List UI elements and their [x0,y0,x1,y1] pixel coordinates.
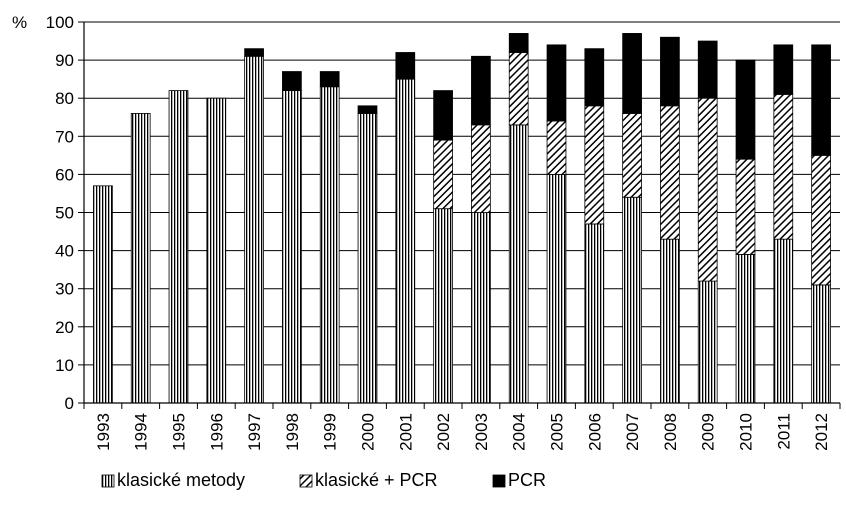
x-tick-label: 1995 [170,413,189,451]
y-tick-label: 10 [55,356,74,375]
gridlines [78,21,840,404]
y-tick-label: 60 [55,165,74,184]
x-tick-label: 1993 [94,413,113,451]
y-tick-label: 50 [55,204,74,223]
bar-segment [811,154,831,286]
x-tick-label: 2001 [396,413,415,451]
bar-segment [244,55,264,404]
bar-segment [546,173,567,404]
bar-segment [433,208,453,404]
x-tick-label: 2010 [737,413,756,451]
bar-segment [697,40,718,99]
bar-segment [508,52,529,126]
bar-segment [508,124,529,404]
x-tick-label: 1996 [207,413,226,451]
bar-segment [395,78,416,404]
x-tick-label: 2002 [434,413,453,451]
legend-swatch [492,474,506,488]
bar-segment [395,52,416,80]
bar-segment [622,196,642,404]
bar-segment [773,93,794,240]
bar-segment [319,71,340,88]
x-tick-label: 2004 [510,413,529,451]
bar-segment [130,113,151,404]
y-tick-label: 70 [55,127,74,146]
x-tick-label: 2011 [774,413,793,450]
x-tick-label: 2005 [548,413,567,451]
bar-segment [357,113,378,404]
bar-segment [584,105,605,225]
bar-segment [584,48,605,107]
legend-label: PCR [508,470,546,490]
bar-segment [357,105,378,114]
bar-segment [508,33,529,53]
bar-segment [735,59,756,160]
bar-segment [773,238,794,404]
x-tick-label: 1998 [283,413,302,451]
bar-segment [168,90,189,404]
bar-segment [433,90,453,141]
bar-segment [735,158,756,255]
bar-segment [660,105,680,240]
bar-segment [735,254,756,404]
bar-segment [471,212,491,404]
bar-segment [697,280,718,404]
axes [83,22,841,409]
x-tick-label: 2006 [585,413,604,451]
bar-segment [244,48,264,57]
x-tick-label: 2007 [623,413,642,451]
y-unit-label: % [12,13,27,32]
legend-label: klasické metody [117,470,245,490]
x-tick-label: 1997 [245,413,264,451]
x-tick-label: 2009 [699,413,718,451]
y-tick-label: 90 [55,51,74,70]
x-tick-labels: 1993 1994 1995 1996 1997 1998 1999 2000 2001 2002… [94,413,831,451]
bar-segment [546,120,567,175]
bar-segment [206,97,227,404]
y-tick-label: 40 [55,242,74,261]
bar-segment [282,90,302,404]
bar-segment [584,223,605,404]
legend-label: klasické + PCR [315,470,438,490]
bar-segment [319,86,340,404]
bar-segment [811,44,831,156]
y-tick-label: 80 [55,89,74,108]
x-tick-label: 2003 [472,413,491,451]
bar-segment [660,238,680,404]
y-tick-label: 0 [65,394,74,413]
bar-segment [471,55,491,126]
bar-segment [622,33,642,114]
bar-segment [697,97,718,282]
legend-swatch [101,474,115,488]
legend: klasické metody klasické + PCR PCR [101,470,546,490]
bar-segment [811,284,831,404]
x-tick-label: 2012 [812,413,831,451]
x-tick-label: 1999 [321,413,340,451]
bar-segment [282,71,302,91]
y-tick-label: 20 [55,318,74,337]
y-tick-label: 100 [46,13,74,32]
y-tick-label: 30 [55,280,74,299]
x-tick-label: 2008 [661,413,680,451]
y-tick-labels: 0 10 20 30 40 50 60 70 80 90 100 [46,13,74,413]
bar-segment [93,185,113,404]
bar-segment [546,44,567,122]
bar-segment [471,124,491,213]
x-tick-label: 2000 [359,413,378,451]
bar-segment [433,139,453,210]
bars [93,33,831,404]
legend-swatch [299,474,313,488]
bar-segment [773,44,794,95]
bar-segment [622,113,642,198]
x-tick-label: 1994 [132,413,151,451]
bar-segment [660,36,680,107]
